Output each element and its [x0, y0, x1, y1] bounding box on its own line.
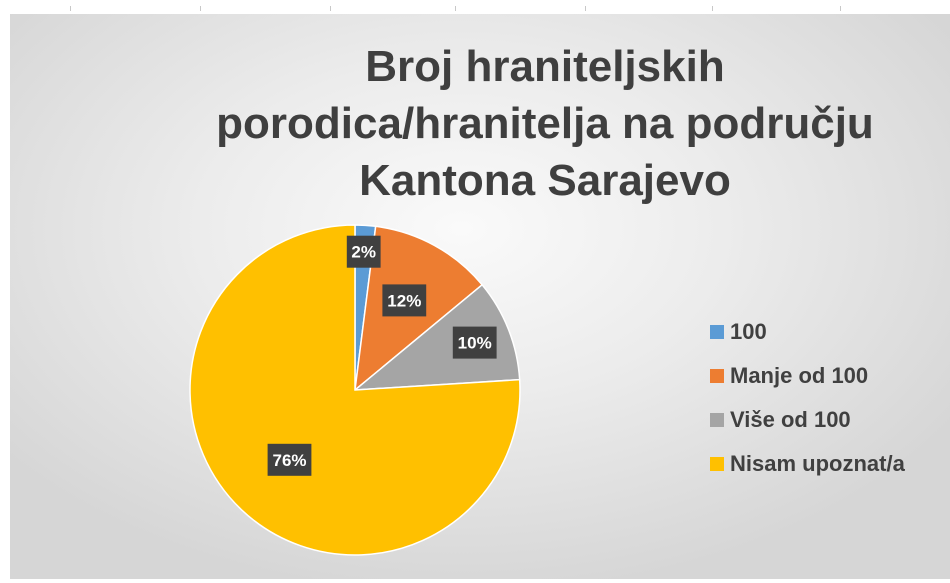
- legend-item-manje-od-100[interactable]: Manje od 100: [710, 354, 950, 398]
- legend-label-manje-od-100: Manje od 100: [730, 363, 869, 388]
- data-label-box-manje-od-100: [382, 284, 427, 317]
- chart-area[interactable]: Broj hraniteljskih porodica/hranitelja n…: [10, 14, 950, 579]
- data-label-100: 2%: [346, 235, 381, 268]
- data-label-text-vise-od-100: 10%: [458, 334, 492, 353]
- chart-title-line-1: Broj hraniteljskih: [365, 42, 725, 91]
- legend-label-100: 100: [730, 319, 767, 344]
- legend-label-vise-od-100: Više od 100: [730, 407, 851, 432]
- pie-chart: 2% 12% 10% 76%: [189, 224, 521, 556]
- legend-swatch-vise-od-100: [710, 413, 724, 427]
- data-label-text-manje-od-100: 12%: [387, 291, 421, 310]
- legend-swatch-manje-od-100: [710, 369, 724, 383]
- data-label-text-100: 2%: [351, 243, 376, 262]
- data-label-vise-od-100: 10%: [452, 326, 497, 359]
- data-label-box-nisam-upoznat: [267, 443, 312, 476]
- top-ruler: [0, 0, 950, 14]
- legend-item-100[interactable]: 100: [710, 310, 950, 354]
- data-label-text-nisam-upoznat: 76%: [272, 451, 306, 470]
- data-label-manje-od-100: 12%: [382, 284, 427, 317]
- legend: 100 Manje od 100 Više od 100 Nisam upozn…: [710, 310, 950, 486]
- legend-swatch-100: [710, 325, 724, 339]
- bottom-strip: [0, 579, 950, 583]
- legend-item-nisam-upoznat[interactable]: Nisam upoznat/a: [710, 442, 950, 486]
- legend-label-nisam-upoznat: Nisam upoznat/a: [730, 451, 905, 476]
- legend-item-vise-od-100[interactable]: Više od 100: [710, 398, 950, 442]
- chart-title-line-2: porodica/hranitelja na području: [216, 99, 874, 148]
- data-label-nisam-upoznat: 76%: [267, 443, 312, 476]
- pie-slice-vise-od-100[interactable]: [352, 283, 521, 391]
- data-label-box-vise-od-100: [452, 326, 497, 359]
- chart-title-line-3: Kantona Sarajevo: [359, 156, 731, 205]
- data-label-box-100: [346, 235, 381, 268]
- chart-title: Broj hraniteljskih porodica/hranitelja n…: [160, 38, 930, 209]
- legend-swatch-nisam-upoznat: [710, 457, 724, 471]
